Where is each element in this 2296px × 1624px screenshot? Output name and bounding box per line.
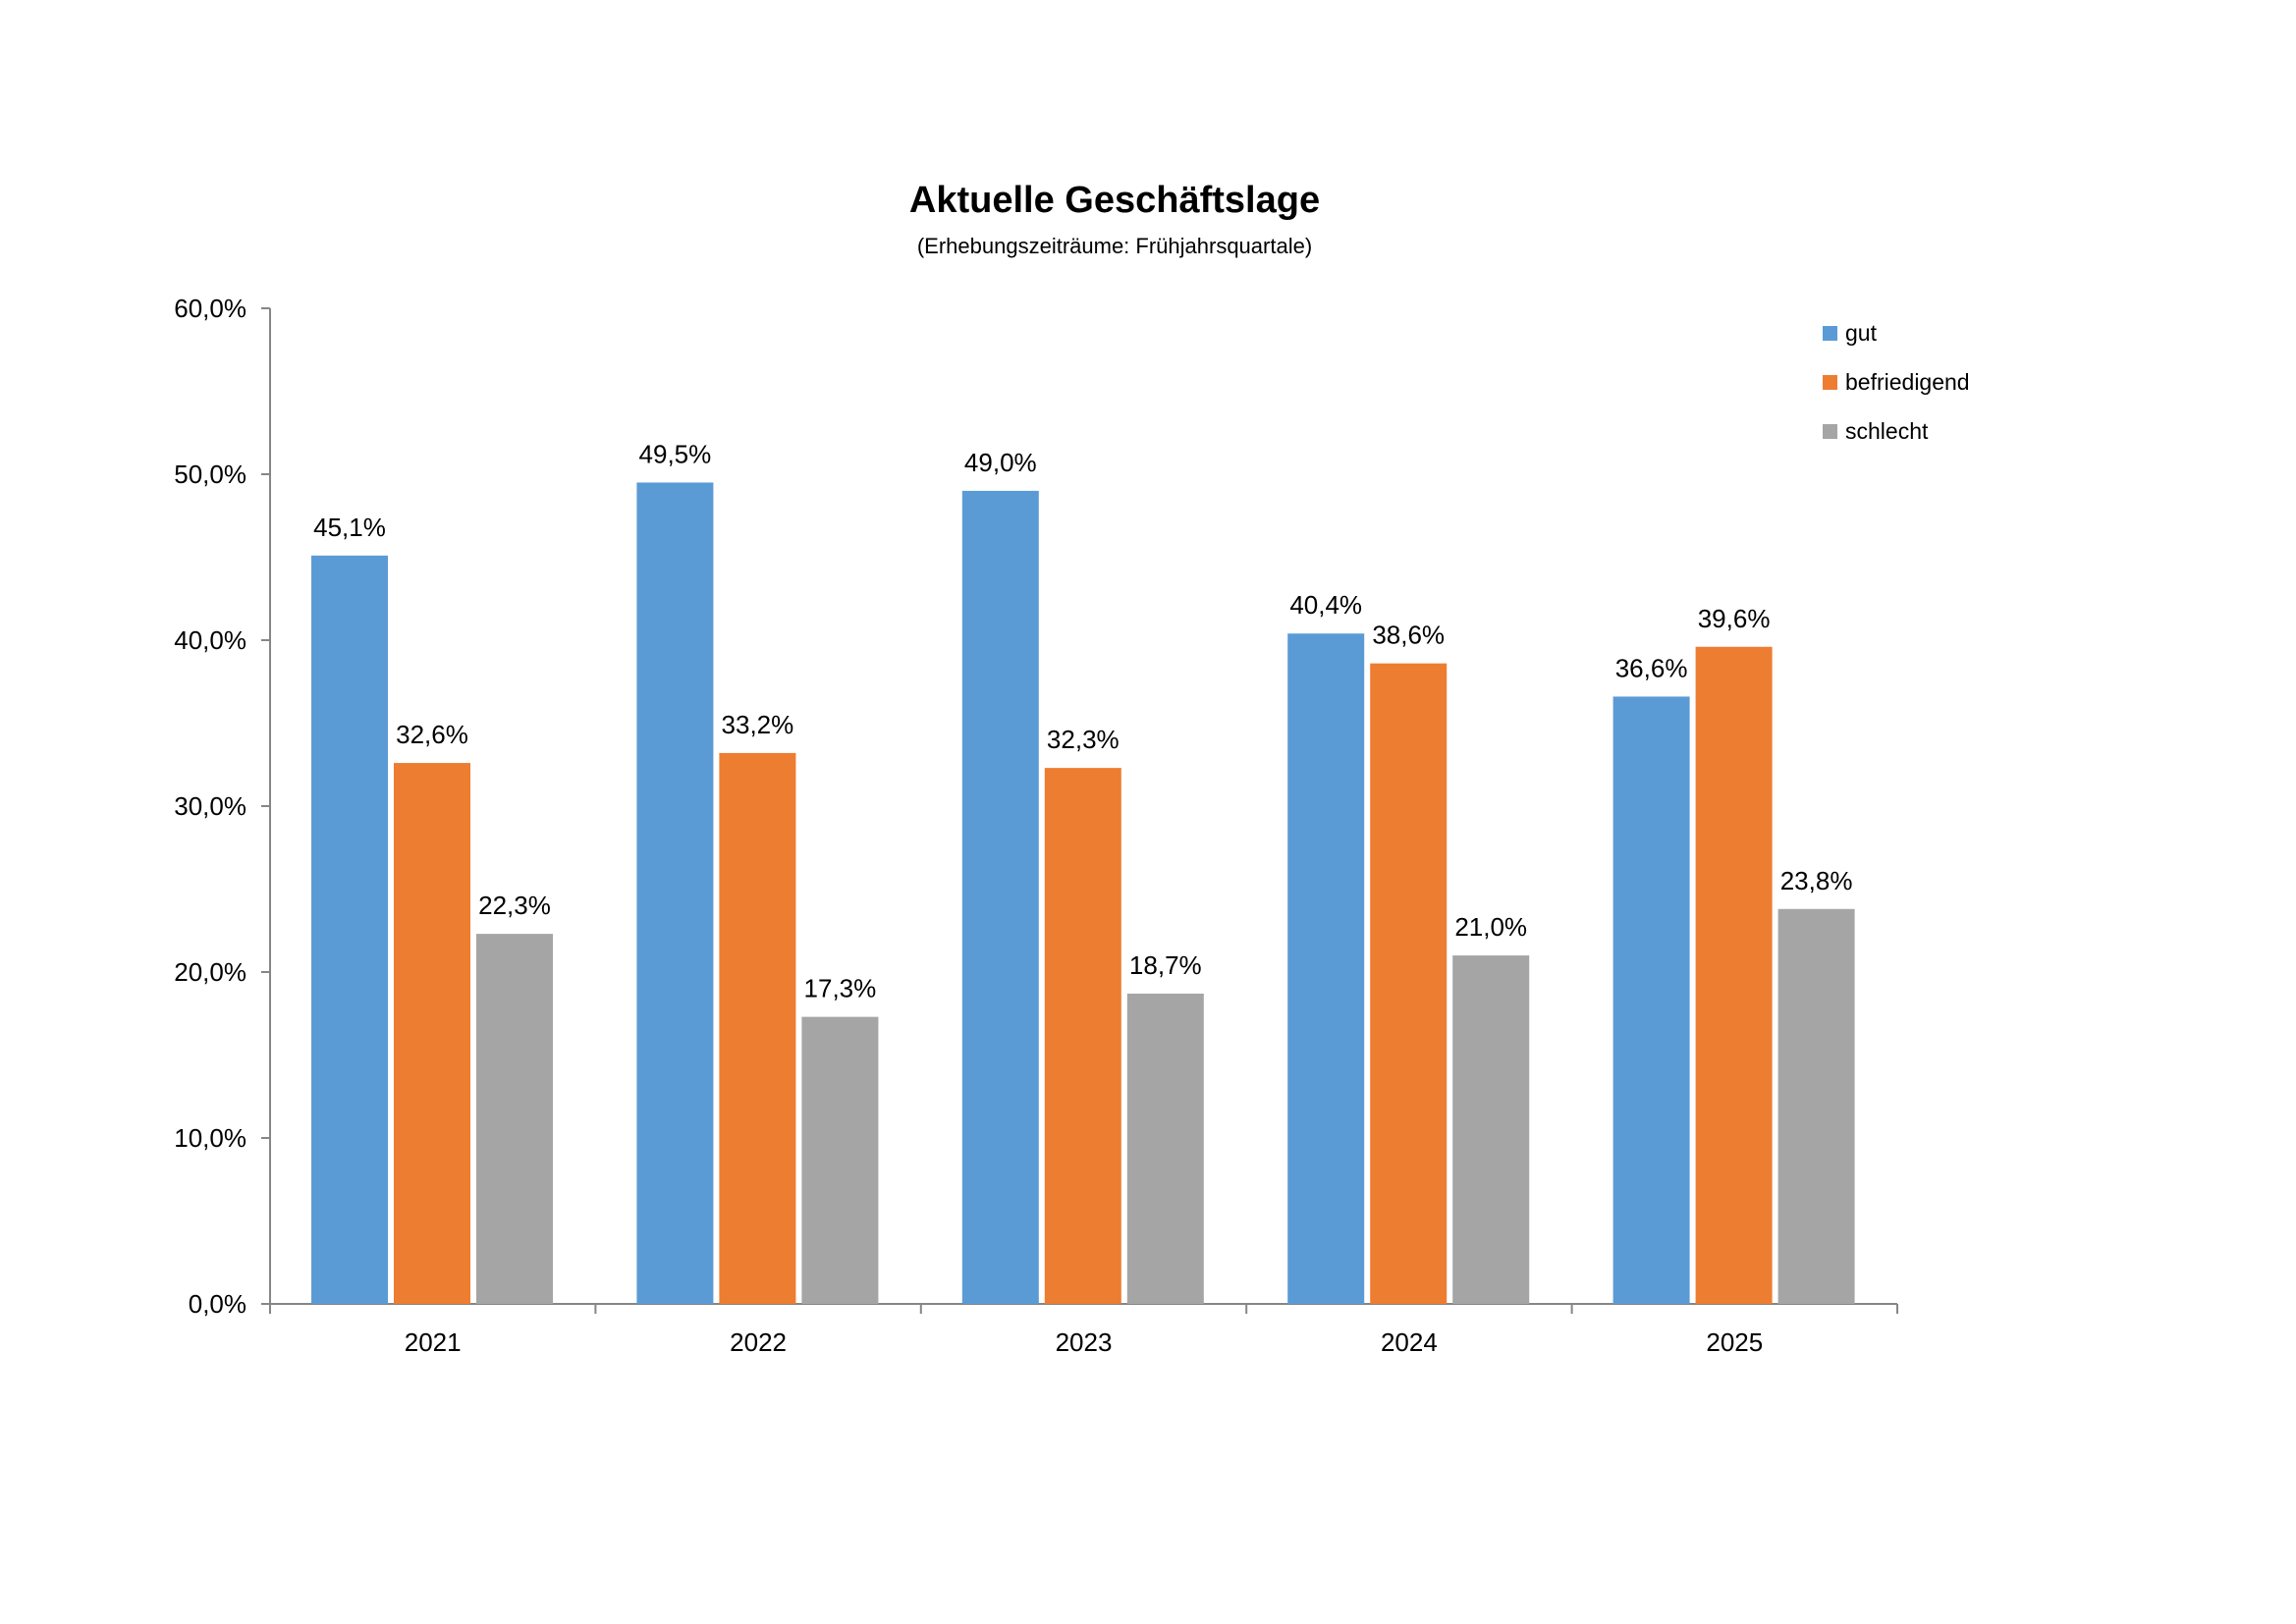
bar <box>1613 696 1690 1304</box>
x-tick-label: 2023 <box>1056 1327 1113 1357</box>
y-tick-label: 20,0% <box>174 957 246 987</box>
x-tick-label: 2022 <box>730 1327 787 1357</box>
data-label: 38,6% <box>1372 621 1445 650</box>
bar <box>1126 993 1204 1304</box>
data-label: 45,1% <box>313 513 386 542</box>
bar <box>1044 768 1121 1304</box>
data-label: 22,3% <box>478 891 551 920</box>
y-tick-label: 50,0% <box>174 460 246 489</box>
data-label: 23,8% <box>1780 866 1853 895</box>
bar <box>1695 646 1773 1304</box>
data-label: 33,2% <box>722 710 794 739</box>
data-label: 49,0% <box>964 448 1037 477</box>
bar <box>1287 633 1365 1304</box>
data-label: 32,3% <box>1047 725 1120 754</box>
bar <box>801 1016 879 1304</box>
legend-item: befriedigend <box>1823 357 1970 406</box>
legend-label: schlecht <box>1845 417 1929 444</box>
data-label: 21,0% <box>1454 912 1527 942</box>
legend-item: gut <box>1823 308 1970 357</box>
data-label: 17,3% <box>804 974 877 1003</box>
data-label: 32,6% <box>396 720 468 749</box>
y-tick-label: 30,0% <box>174 791 246 821</box>
data-label: 49,5% <box>639 439 712 468</box>
y-tick-label: 40,0% <box>174 625 246 655</box>
bar <box>1370 663 1448 1304</box>
bar <box>636 482 714 1304</box>
bar <box>719 752 796 1304</box>
legend: gut befriedigend schlecht <box>1823 308 1970 456</box>
y-tick-label: 10,0% <box>174 1123 246 1153</box>
legend-item: schlecht <box>1823 406 1970 456</box>
legend-label: befriedigend <box>1845 368 1970 395</box>
bar <box>1777 908 1855 1304</box>
bars <box>311 482 1855 1304</box>
chart-title: Aktuelle Geschäftslage <box>908 180 1321 221</box>
data-label: 39,6% <box>1698 604 1771 633</box>
x-tick-label: 2021 <box>405 1327 462 1357</box>
bar <box>394 763 470 1304</box>
bar <box>311 555 388 1304</box>
data-label: 36,6% <box>1615 653 1688 682</box>
chart-subtitle: (Erhebungszeiträume: Frühjahrsquartale) <box>916 234 1313 258</box>
data-label: 18,7% <box>1129 950 1202 980</box>
data-label: 40,4% <box>1289 590 1362 620</box>
x-tick-label: 2024 <box>1381 1327 1438 1357</box>
legend-label: gut <box>1845 319 1877 346</box>
legend-swatch <box>1823 423 1837 439</box>
bar <box>961 490 1039 1304</box>
y-tick-label: 60,0% <box>174 294 246 323</box>
legend-swatch <box>1823 374 1837 390</box>
bar <box>1452 955 1530 1304</box>
bar <box>476 934 553 1304</box>
data-labels: 45,1% 32,6% 22,3% 49,5% 33,2% 17,3% 49,0% 32,3%… <box>313 439 1852 1002</box>
legend-swatch <box>1823 325 1837 341</box>
axes: 0,0% 10,0% 20,0% 30,0% 40,0% 50,0% 60,0% 2021 20… <box>174 294 1898 1357</box>
y-tick-label: 0,0% <box>189 1289 246 1319</box>
x-tick-label: 2025 <box>1706 1327 1763 1357</box>
